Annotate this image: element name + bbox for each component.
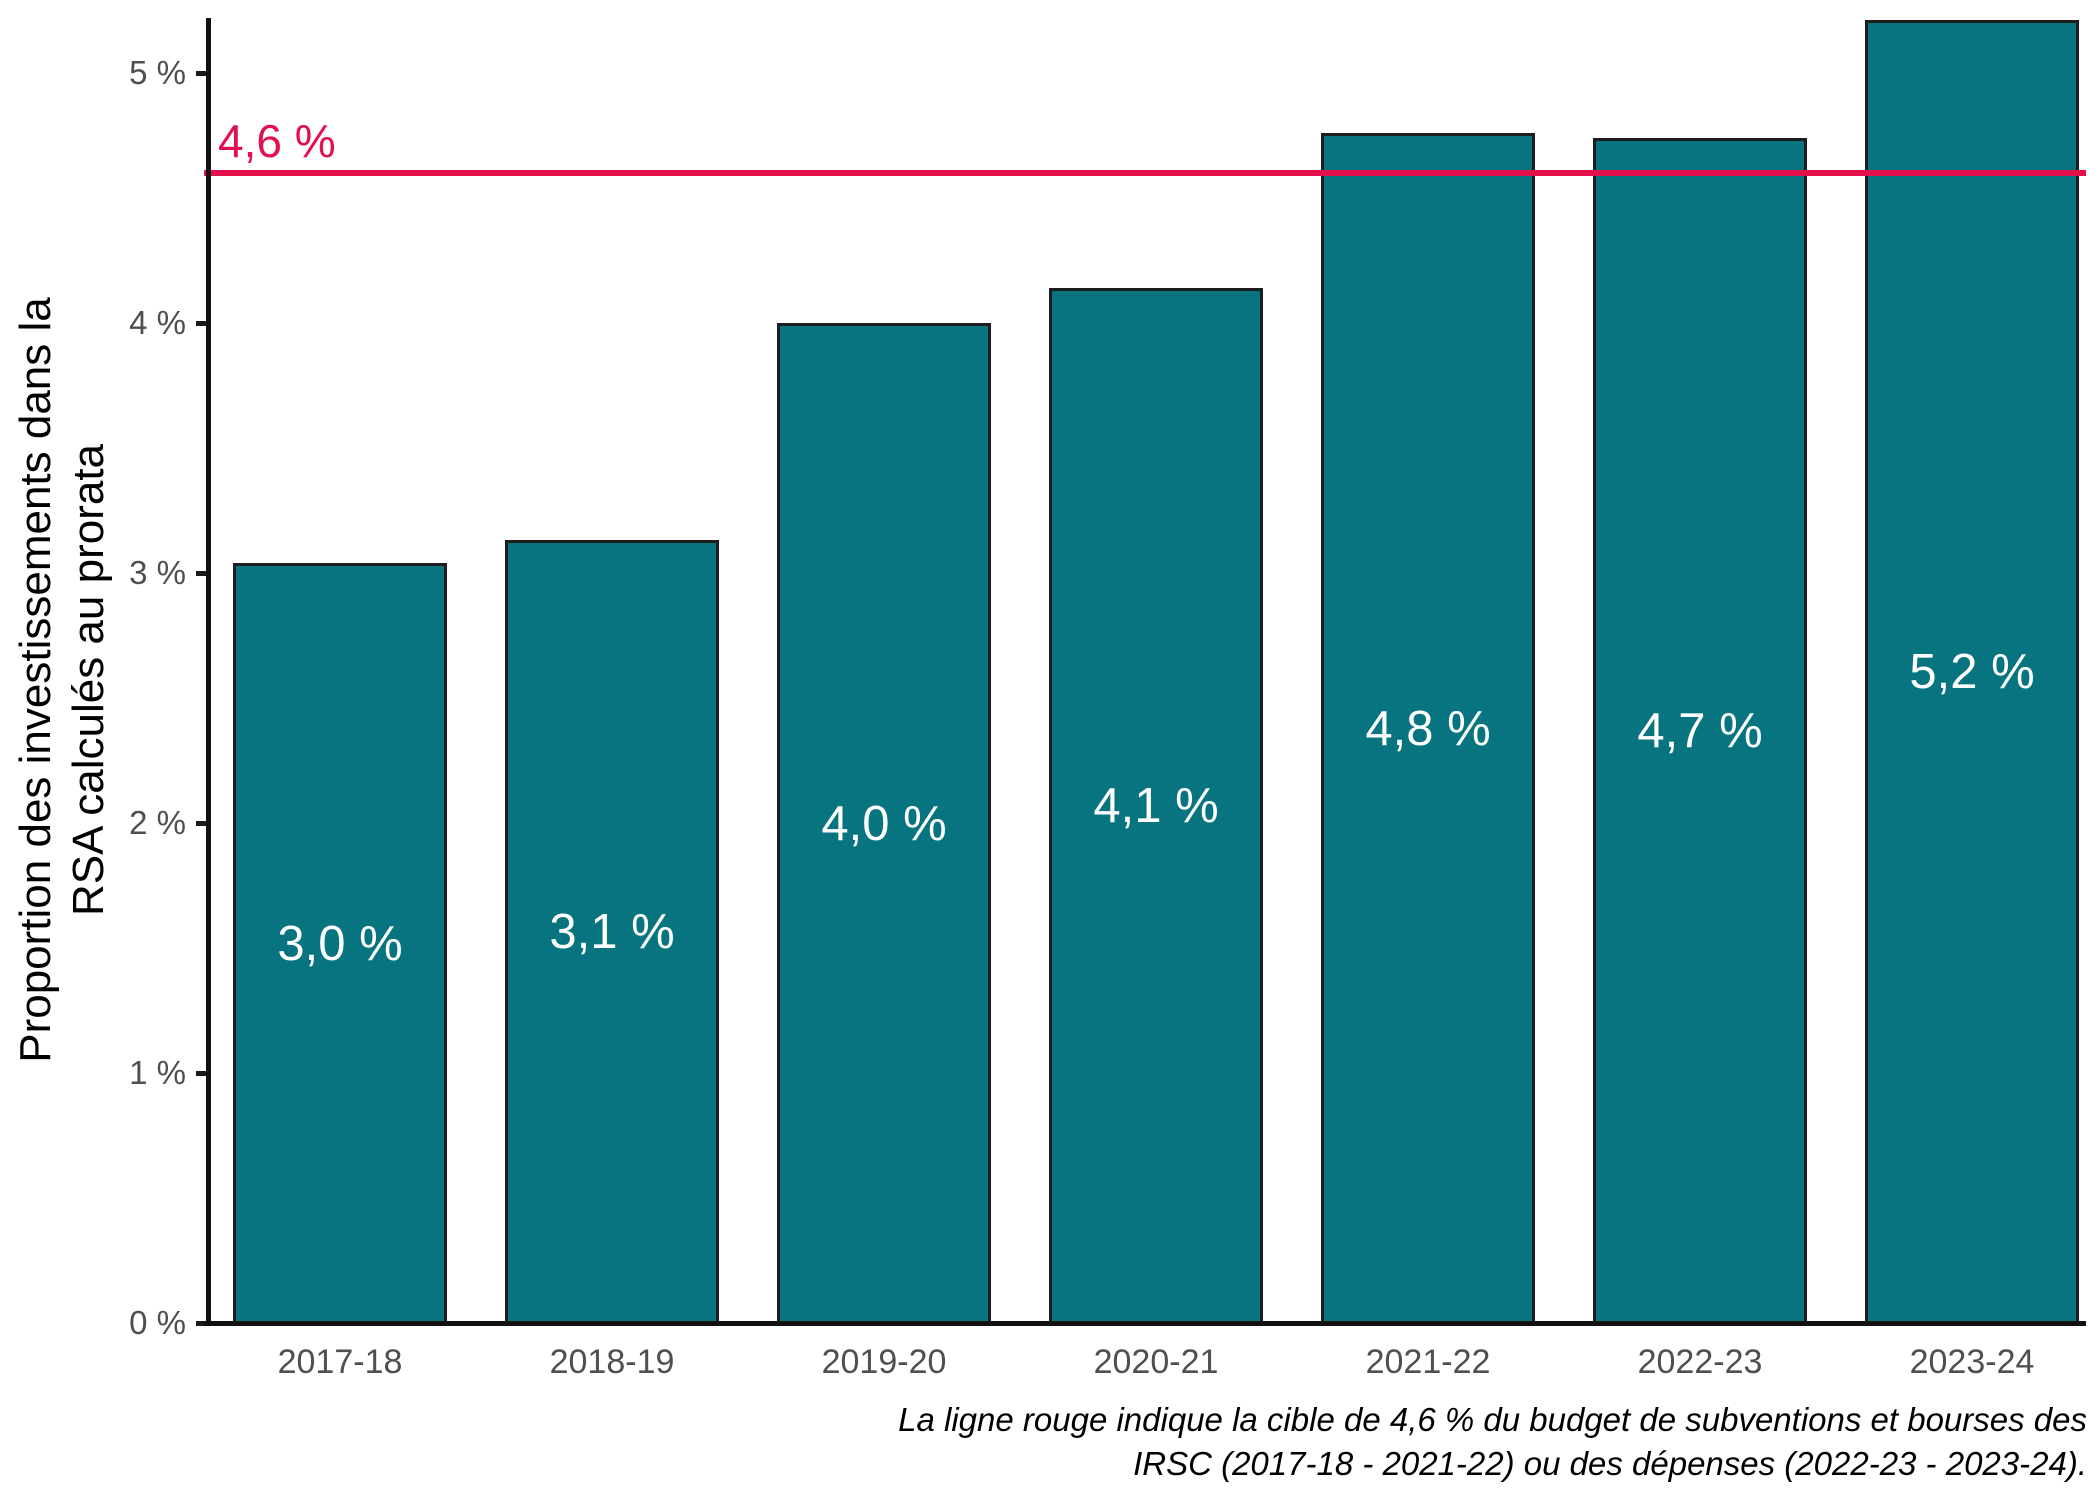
- y-tick-mark: [196, 821, 207, 826]
- x-tick-label: 2018-19: [549, 1343, 675, 1381]
- y-axis-title-line-2: RSA calculés au prorata: [64, 443, 113, 917]
- y-axis-title-line-1: Proportion des investissements dans la: [11, 297, 60, 1063]
- chart-caption: La ligne rouge indique la cible de 4,6 %…: [898, 1398, 2087, 1486]
- bar-value-label: 4,0 %: [821, 796, 947, 851]
- x-tick-label: 2019-20: [821, 1343, 947, 1381]
- y-tick-label: 3 %: [129, 554, 186, 591]
- bar-2020-21: 4,1 %: [1049, 288, 1263, 1324]
- y-axis-title: Proportion des investissements dans la R…: [9, 297, 115, 1063]
- bar-value-label: 5,2 %: [1909, 645, 2035, 699]
- bar-2018-19: 3,1 %: [505, 540, 719, 1324]
- bar-2021-22: 4,8 %: [1321, 133, 1535, 1324]
- bar-2019-20: 4,0 %: [777, 323, 991, 1324]
- y-tick-label: 2 %: [129, 804, 186, 841]
- bar-value-label: 3,1 %: [549, 905, 675, 959]
- bar-value-label: 4,1 %: [1093, 779, 1219, 833]
- caption-line-2: IRSC (2017-18 - 2021-22) ou des dépenses…: [1133, 1445, 2087, 1482]
- target-line: [204, 170, 2086, 176]
- y-tick-mark: [196, 571, 207, 576]
- target-line-label: 4,6 %: [218, 115, 336, 167]
- y-axis-line: [206, 18, 211, 1326]
- caption-line-1: La ligne rouge indique la cible de 4,6 %…: [898, 1401, 2087, 1438]
- y-tick-mark: [196, 71, 207, 76]
- y-tick-label: 4 %: [129, 304, 186, 341]
- y-tick-label: 5 %: [129, 54, 186, 91]
- x-tick-label: 2020-21: [1093, 1343, 1219, 1381]
- x-tick-label: 2023-24: [1909, 1343, 2035, 1381]
- y-tick-mark: [196, 1071, 207, 1076]
- y-tick-label: 1 %: [129, 1054, 186, 1091]
- x-axis-line: [204, 1321, 2086, 1326]
- bar-value-label: 3,0 %: [277, 916, 403, 971]
- bar-2023-24: 5,2 %: [1865, 20, 2079, 1324]
- x-tick-label: 2017-18: [277, 1343, 403, 1381]
- bar-2017-18: 3,0 %: [233, 563, 447, 1324]
- bar-value-label: 4,8 %: [1365, 701, 1491, 756]
- bar-value-label: 4,7 %: [1637, 704, 1763, 758]
- x-tick-label: 2021-22: [1365, 1343, 1491, 1381]
- bar-2022-23: 4,7 %: [1593, 138, 1807, 1324]
- y-tick-mark: [196, 321, 207, 326]
- y-tick-mark: [196, 1321, 207, 1326]
- y-tick-label: 0 %: [129, 1304, 186, 1341]
- x-tick-label: 2022-23: [1637, 1343, 1763, 1381]
